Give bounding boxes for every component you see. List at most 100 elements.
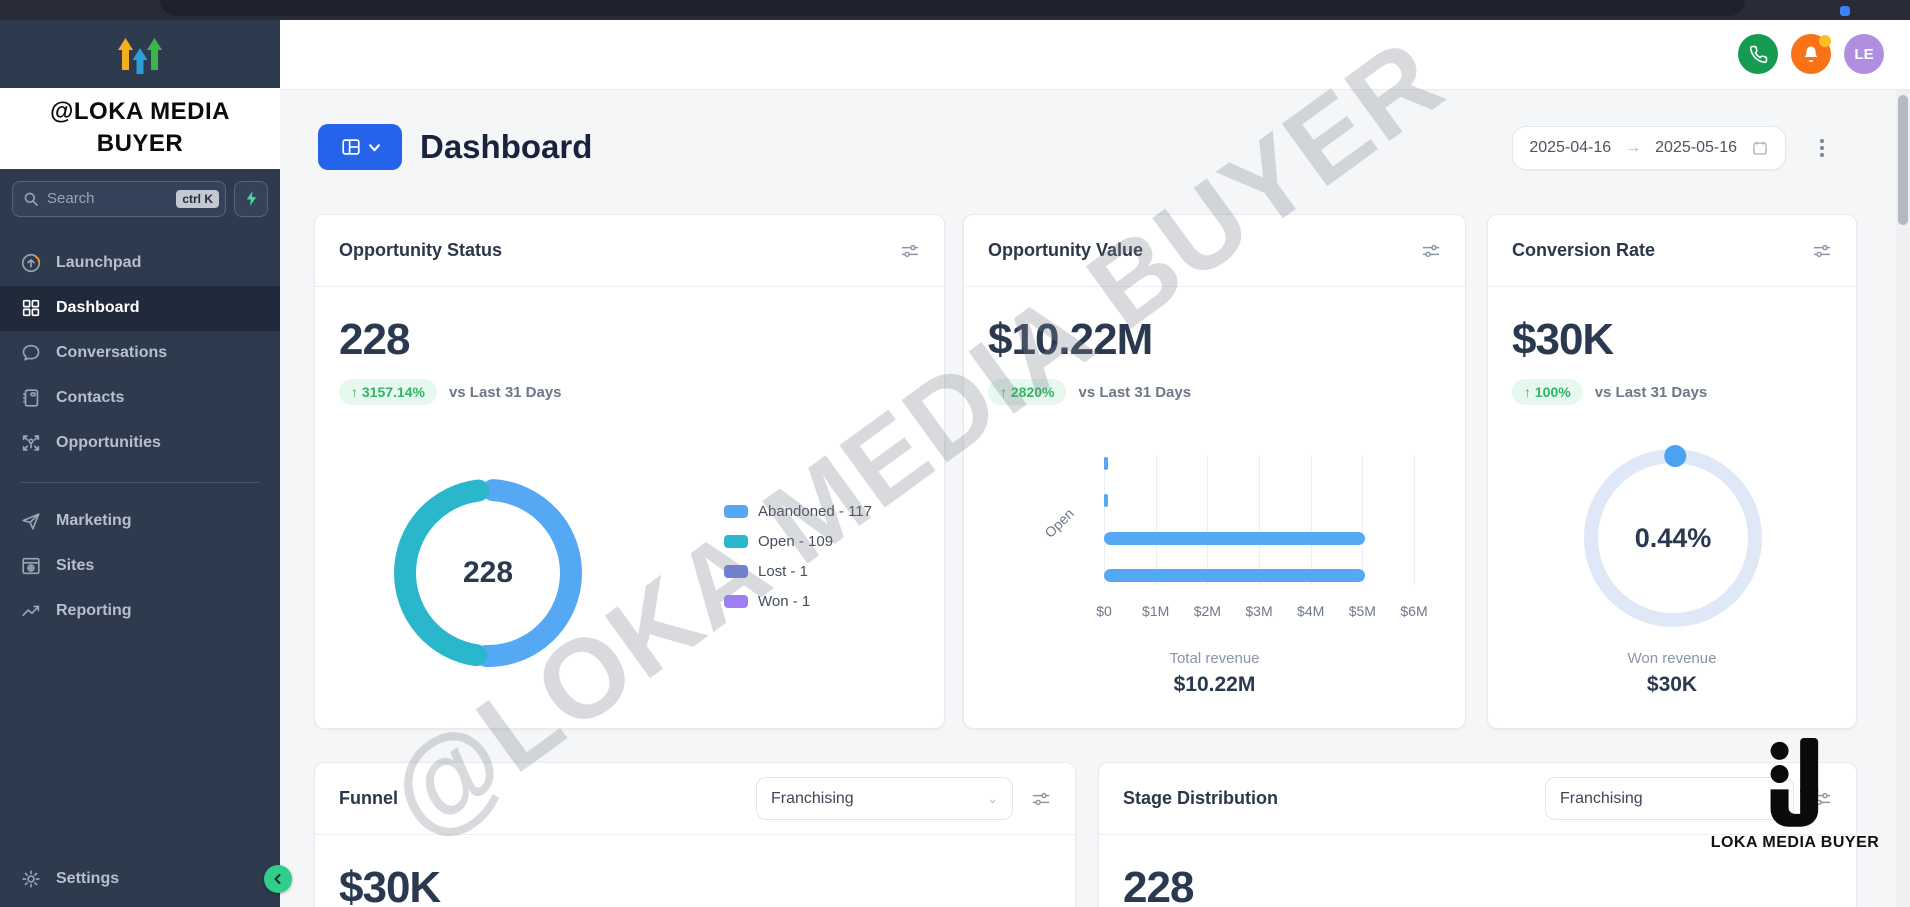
card-filter-icon[interactable] bbox=[1812, 241, 1832, 261]
date-from: 2025-04-16 bbox=[1529, 139, 1612, 156]
total-revenue-value: $10.22M bbox=[1173, 673, 1256, 696]
top-app-bar: LE bbox=[280, 20, 1910, 90]
sidebar-item-dashboard[interactable]: Dashboard bbox=[0, 285, 280, 331]
card-filter-icon[interactable] bbox=[1812, 789, 1832, 809]
sidebar-item-marketing[interactable]: Marketing bbox=[0, 499, 280, 544]
bar-row-label: Open bbox=[1041, 505, 1077, 541]
stage-distribution-value: 228 bbox=[1123, 863, 1194, 907]
axis-tick: $1M bbox=[1142, 603, 1170, 619]
bar-chart-x-axis: $0 $1M $2M $3M $4M $5M $6M bbox=[1096, 603, 1427, 621]
app-logo[interactable] bbox=[0, 20, 280, 88]
workspace-watermark-band: @LOKA MEDIA BUYER bbox=[0, 88, 280, 169]
scrollbar-thumb[interactable] bbox=[1898, 95, 1908, 225]
sidebar-item-settings[interactable]: Settings bbox=[0, 856, 280, 901]
bar bbox=[1104, 568, 1365, 582]
gridline bbox=[1310, 455, 1312, 585]
gauge-marker bbox=[1664, 445, 1687, 468]
delta-badge: ↑ 3157.14% bbox=[339, 379, 437, 405]
card-filter-icon[interactable] bbox=[1421, 241, 1441, 261]
legend-label: Open - 109 bbox=[758, 533, 834, 550]
sites-browser-icon bbox=[22, 558, 40, 575]
gear-icon bbox=[22, 869, 40, 888]
card-filter-icon[interactable] bbox=[1031, 789, 1051, 809]
legend-swatch bbox=[724, 535, 748, 548]
sidebar-divider bbox=[20, 481, 260, 483]
card-funnel: Funnel Franchising ⌄ $30K bbox=[314, 762, 1076, 907]
dashboard-grid-icon bbox=[22, 300, 40, 317]
notifications-button[interactable] bbox=[1791, 34, 1831, 74]
legend-swatch bbox=[724, 595, 748, 608]
sidebar-item-contacts[interactable]: Contacts bbox=[0, 376, 280, 421]
funnel-pipeline-select[interactable]: Franchising ⌄ bbox=[756, 777, 1013, 820]
phone-button[interactable] bbox=[1738, 34, 1778, 74]
legend-swatch bbox=[724, 505, 748, 518]
legend-label: Lost - 1 bbox=[758, 563, 809, 580]
gridline bbox=[1362, 455, 1364, 585]
card-filter-icon[interactable] bbox=[900, 241, 920, 261]
opportunity-status-legend: Abandoned - 117 Open - 109 Lost - 1 Won - 1 bbox=[724, 503, 872, 610]
dashboard-switcher-button[interactable] bbox=[318, 124, 402, 170]
legend-item: Abandoned - 117 bbox=[724, 503, 872, 520]
sidebar-item-conversations[interactable]: Conversations bbox=[0, 331, 280, 376]
sidebar-item-opportunities[interactable]: Opportunities bbox=[0, 421, 280, 466]
trending-up-icon bbox=[22, 605, 40, 617]
legend-label: Won - 1 bbox=[758, 593, 811, 610]
total-revenue-label: Total revenue bbox=[1169, 650, 1260, 667]
legend-item: Open - 109 bbox=[724, 533, 872, 550]
browser-extension-icon[interactable] bbox=[1840, 6, 1850, 16]
sidebar-collapse-button[interactable] bbox=[264, 864, 292, 893]
gridline bbox=[1207, 455, 1209, 585]
chevron-down-icon: ⌄ bbox=[987, 790, 998, 806]
card-title: Funnel bbox=[339, 788, 398, 808]
won-revenue-value: $30K bbox=[1646, 673, 1698, 696]
donut-segment bbox=[475, 479, 582, 667]
sidebar-item-reporting[interactable]: Reporting bbox=[0, 589, 280, 634]
search-placeholder: Search bbox=[47, 190, 95, 208]
sidebar-item-launchpad[interactable]: Launchpad bbox=[0, 241, 280, 286]
funnel-value: $30K bbox=[339, 863, 441, 907]
lightning-icon bbox=[246, 191, 256, 207]
axis-tick: $4M bbox=[1297, 603, 1325, 619]
quick-actions-button[interactable] bbox=[234, 180, 268, 217]
legend-swatch bbox=[724, 565, 748, 578]
gridline bbox=[1259, 455, 1260, 585]
paper-plane-icon bbox=[22, 513, 40, 530]
page-title: Dashboard bbox=[420, 128, 593, 165]
chevron-down-icon: ⌄ bbox=[1768, 790, 1779, 806]
browser-url-bar[interactable] bbox=[160, 0, 1745, 16]
chat-bubble-icon bbox=[22, 345, 40, 361]
bar bbox=[1104, 494, 1108, 508]
dashboard-menu-button[interactable] bbox=[1814, 133, 1830, 163]
won-revenue-label: Won revenue bbox=[1627, 650, 1717, 667]
axis-tick: $0 bbox=[1096, 603, 1112, 619]
legend-item: Lost - 1 bbox=[724, 563, 872, 580]
gridline bbox=[1155, 455, 1157, 585]
delta-badge: ↑ 2820% bbox=[988, 379, 1067, 405]
highlevel-logo-icon bbox=[118, 38, 162, 74]
bar bbox=[1104, 457, 1108, 470]
stage-pipeline-select[interactable]: Franchising ⌄ bbox=[1545, 777, 1794, 820]
search-input[interactable]: Search ctrl K bbox=[12, 180, 226, 217]
range-arrow: → bbox=[1625, 139, 1642, 156]
date-range-picker[interactable]: 2025-04-16 → 2025-05-16 bbox=[1512, 126, 1786, 170]
axis-tick: $5M bbox=[1348, 603, 1376, 619]
legend-label: Abandoned - 117 bbox=[758, 503, 872, 520]
date-to: 2025-05-16 bbox=[1655, 139, 1737, 156]
donut-segment bbox=[394, 479, 490, 667]
card-title: Conversion Rate bbox=[1512, 240, 1656, 260]
sidebar: @LOKA MEDIA BUYER Search ctrl K Launchpa… bbox=[0, 20, 292, 907]
gridline bbox=[1414, 455, 1415, 585]
chevron-left-icon bbox=[274, 873, 281, 884]
gridline bbox=[1104, 455, 1105, 585]
browser-chrome-strip bbox=[0, 0, 1910, 20]
calendar-icon bbox=[1753, 141, 1767, 155]
sidebar-item-sites[interactable]: Sites bbox=[0, 544, 280, 589]
gauge-center-label: 0.44% bbox=[1634, 522, 1712, 553]
donut-center-label: 228 bbox=[462, 556, 514, 589]
page-scrollbar[interactable] bbox=[1896, 90, 1910, 907]
avatar[interactable]: LE bbox=[1844, 34, 1884, 74]
chevron-down-icon bbox=[368, 143, 380, 151]
opportunity-value-bar-chart bbox=[1104, 455, 1415, 585]
card-conversion-rate: Conversion Rate $30K ↑ 100% vs Last 31 D… bbox=[1487, 214, 1857, 729]
